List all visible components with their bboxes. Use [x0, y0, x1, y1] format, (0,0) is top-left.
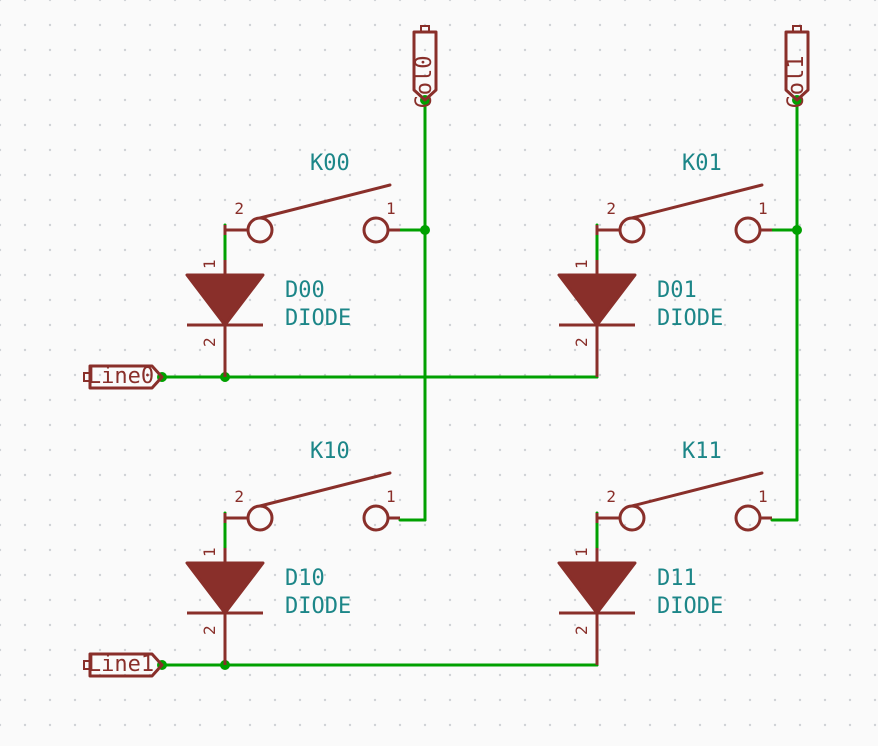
- net-label-col0[interactable]: Col0: [412, 26, 437, 108]
- svg-text:DIODE: DIODE: [285, 306, 351, 331]
- svg-text:Line0: Line0: [88, 364, 154, 389]
- svg-text:Line1: Line1: [88, 652, 154, 677]
- diode-d00[interactable]: 1 2 D00 DIODE: [187, 259, 351, 377]
- svg-text:2: 2: [200, 337, 219, 347]
- svg-text:2: 2: [572, 337, 591, 347]
- svg-text:K01: K01: [682, 151, 722, 176]
- svg-text:2: 2: [606, 487, 616, 506]
- svg-text:Col1: Col1: [784, 56, 809, 109]
- junction-layer: [157, 95, 802, 670]
- diode-d01[interactable]: 1 2 D01 DIODE: [559, 259, 723, 377]
- svg-text:D10: D10: [285, 566, 325, 591]
- svg-text:1: 1: [200, 547, 219, 557]
- svg-text:2: 2: [200, 625, 219, 635]
- switch-k11[interactable]: 1 2 K11: [597, 439, 772, 530]
- net-label-line0[interactable]: Line0: [84, 364, 162, 389]
- svg-text:1: 1: [758, 199, 768, 218]
- svg-text:2: 2: [234, 199, 244, 218]
- svg-text:DIODE: DIODE: [657, 306, 723, 331]
- svg-text:D11: D11: [657, 566, 697, 591]
- svg-text:1: 1: [572, 547, 591, 557]
- svg-text:1: 1: [386, 199, 396, 218]
- svg-text:1: 1: [758, 487, 768, 506]
- svg-text:Col0: Col0: [412, 56, 437, 109]
- diode-d10[interactable]: 1 2 D10 DIODE: [187, 547, 351, 665]
- svg-text:1: 1: [572, 259, 591, 269]
- svg-text:D01: D01: [657, 278, 697, 303]
- svg-text:DIODE: DIODE: [285, 594, 351, 619]
- svg-text:1: 1: [200, 259, 219, 269]
- svg-text:1: 1: [386, 487, 396, 506]
- svg-text:D00: D00: [285, 278, 325, 303]
- schematic-canvas: Col0 Col1 Line0 Line1 12K00 12K01 12K10 …: [0, 0, 878, 746]
- net-label-col1[interactable]: Col1: [784, 26, 809, 108]
- svg-text:K00: K00: [310, 151, 350, 176]
- wire-layer: [162, 100, 797, 665]
- switch-k10[interactable]: 1 2 K10: [225, 439, 400, 530]
- svg-text:2: 2: [572, 625, 591, 635]
- net-label-line1[interactable]: Line1: [84, 652, 162, 677]
- diode-d11[interactable]: 1 2 D11 DIODE: [559, 547, 723, 665]
- switch-k01[interactable]: 1 2 K01: [597, 151, 772, 242]
- svg-text:DIODE: DIODE: [657, 594, 723, 619]
- svg-text:K11: K11: [682, 439, 722, 464]
- svg-text:K10: K10: [310, 439, 350, 464]
- switch-k00[interactable]: 1 2 K00: [225, 151, 400, 242]
- svg-text:2: 2: [606, 199, 616, 218]
- svg-text:2: 2: [234, 487, 244, 506]
